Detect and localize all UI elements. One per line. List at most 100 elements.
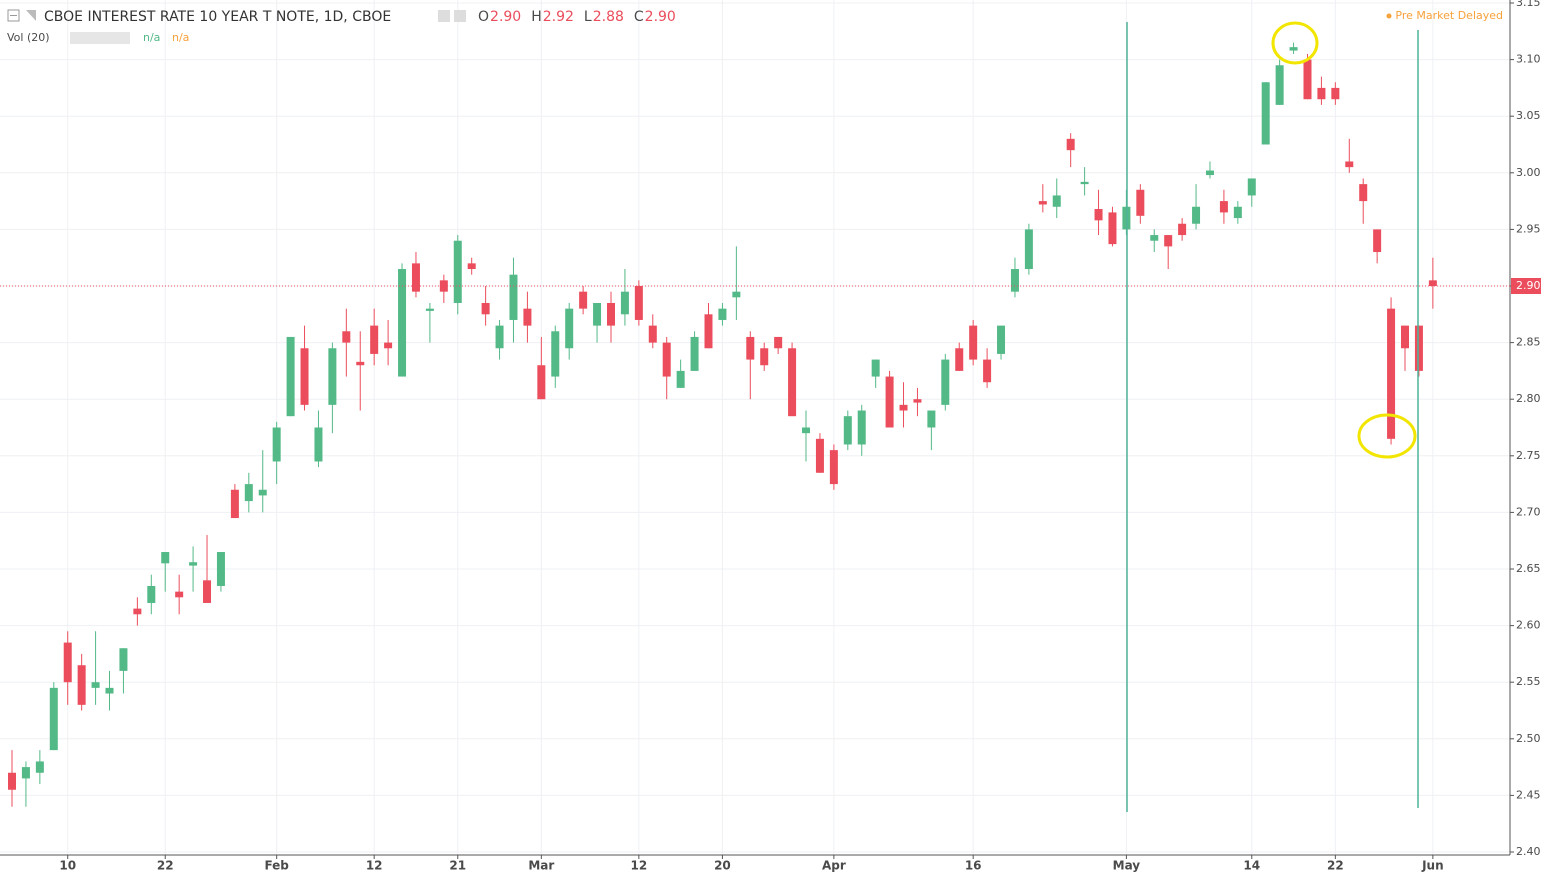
grid: [0, 0, 1510, 855]
candle-body: [398, 269, 407, 377]
candle-body: [648, 325, 657, 343]
ohlc-legend: O 2.90 H 2.92 L 2.88 C 2.90: [478, 9, 676, 25]
candle-body: [1373, 229, 1382, 253]
candle-body: [495, 325, 504, 349]
candle-body: [871, 359, 880, 377]
candle-body: [899, 404, 908, 411]
x-tick-label: 12: [630, 859, 647, 873]
x-tick-label: 12: [366, 859, 383, 873]
candle-body: [1331, 87, 1340, 100]
settings-icon[interactable]: [438, 10, 450, 22]
highlight-circle: [1271, 21, 1319, 65]
last-price-box: [1511, 278, 1541, 294]
collapse-button[interactable]: [7, 9, 20, 22]
candle-body: [1359, 184, 1368, 202]
candle-body: [1080, 181, 1089, 185]
candle-body: [732, 291, 741, 298]
candle-body: [133, 608, 142, 615]
candle-body: [815, 438, 824, 473]
candle-body: [1275, 65, 1284, 105]
y-tick-label: 2.45: [1516, 788, 1541, 801]
x-tick-label: 10: [59, 859, 76, 873]
x-tick-label: Jun: [1421, 859, 1444, 873]
ohlc-value: 2.90: [645, 9, 676, 25]
settings-icon[interactable]: [454, 10, 466, 22]
candle-body: [1401, 325, 1409, 349]
candle-body: [314, 427, 323, 462]
candle-body: [467, 263, 476, 270]
candle-body: [955, 348, 964, 371]
candle-body: [885, 376, 894, 428]
candle-body: [105, 687, 114, 694]
candle-body: [1261, 82, 1270, 145]
candle-body: [203, 580, 212, 603]
candle-body: [983, 359, 992, 383]
candle-body: [1205, 170, 1214, 176]
y-tick-label: 2.95: [1516, 222, 1541, 235]
y-tick-label: 3.00: [1516, 166, 1541, 179]
indicator-value: n/a: [143, 31, 160, 44]
candle-body: [8, 772, 16, 790]
x-tick-label: 22: [1327, 859, 1344, 873]
candle-body: [91, 682, 100, 688]
candle-body: [384, 342, 393, 349]
market-status: Pre Market Delayed: [1395, 9, 1503, 22]
y-tick-label: 3.15: [1516, 0, 1541, 9]
x-tick-label: Feb: [264, 859, 289, 873]
candle-body: [1024, 229, 1033, 270]
candle-body: [439, 280, 448, 292]
candle-body: [342, 331, 351, 343]
candle-body: [843, 416, 852, 445]
candle-body: [63, 642, 72, 683]
ohlc-label: O: [478, 9, 489, 25]
y-tick-label: 2.75: [1516, 449, 1541, 462]
x-tick-label: 22: [157, 859, 174, 873]
indicator-value: n/a: [172, 31, 189, 44]
status-dot: [1386, 13, 1392, 19]
candle-body: [1387, 308, 1396, 439]
candle-body: [774, 336, 783, 349]
candle-body: [509, 274, 518, 320]
candle-body: [1345, 161, 1354, 168]
candle-body: [21, 767, 30, 779]
candle-body: [189, 562, 198, 566]
candle-body: [370, 325, 379, 354]
ohlc-label: L: [584, 9, 592, 25]
y-tick-label: 2.50: [1516, 732, 1541, 745]
candle-body: [1136, 189, 1145, 216]
candle-body: [997, 325, 1006, 354]
candle-body: [356, 361, 365, 366]
candle-body: [286, 336, 295, 417]
candle-body: [620, 291, 629, 315]
candle-body: [147, 585, 156, 603]
y-tick-label: 2.85: [1516, 336, 1541, 349]
candle-body: [230, 489, 239, 519]
x-tick-label: 14: [1243, 859, 1260, 873]
candle-body: [328, 348, 337, 405]
candle-body: [77, 665, 86, 705]
candle-body: [1219, 201, 1228, 213]
x-tick-label: 21: [449, 859, 466, 873]
y-tick-label: 2.70: [1516, 505, 1541, 518]
candle-body: [1066, 138, 1075, 151]
candle-body: [35, 761, 44, 773]
ohlc-label: C: [634, 9, 644, 25]
candle-body: [1094, 209, 1103, 221]
candle-body: [523, 308, 532, 326]
candle-body: [1010, 269, 1019, 292]
candle-body: [1289, 47, 1298, 51]
indicator-buttons[interactable]: [70, 32, 130, 44]
x-tick-label: May: [1113, 859, 1141, 873]
ohlc-value: 2.90: [490, 9, 521, 25]
candle-body: [551, 331, 560, 377]
candle-body: [161, 552, 170, 564]
y-tick-label: 3.05: [1516, 109, 1541, 122]
candle-body: [119, 648, 128, 671]
candle-body: [927, 410, 936, 428]
x-tick-label: Apr: [822, 859, 846, 873]
candle-body: [1303, 59, 1312, 100]
candle-body: [760, 348, 769, 366]
candle-body: [1233, 206, 1242, 219]
flag-icon[interactable]: [26, 10, 36, 21]
x-tick-label: Mar: [528, 859, 554, 873]
